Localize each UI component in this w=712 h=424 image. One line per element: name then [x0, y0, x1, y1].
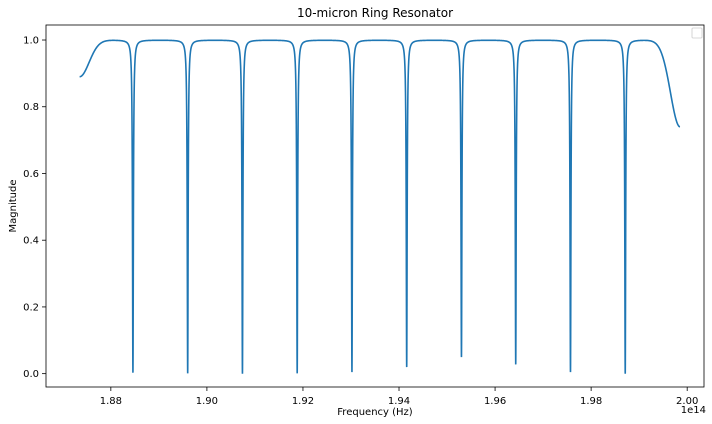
x-tick-label: 1.88 — [100, 396, 122, 407]
series-group — [79, 39, 681, 374]
x-tick-label: 1.92 — [292, 396, 314, 407]
x-axis: 1.88 1.90 1.92 1.94 1.96 1.98 2.00 — [100, 387, 698, 407]
y-tick-label: 0.2 — [23, 302, 39, 313]
y-tick-label: 1.0 — [23, 36, 39, 47]
series-line — [79, 39, 681, 374]
y-tick-label: 0.8 — [23, 102, 39, 113]
x-tick-label: 2.00 — [676, 396, 698, 407]
y-tick-label: 0.6 — [23, 169, 39, 180]
x-tick-label: 1.98 — [580, 396, 602, 407]
legend-box — [691, 27, 703, 39]
y-tick-label: 0.0 — [23, 369, 39, 380]
x-axis-offset-label: 1e14 — [681, 405, 706, 416]
plot-area — [45, 24, 705, 388]
y-axis: 0.0 0.2 0.4 0.6 0.8 1.0 — [23, 36, 46, 380]
chart-title: 10-micron Ring Resonator — [297, 6, 453, 20]
x-tick-label: 1.90 — [196, 396, 218, 407]
x-tick-label: 1.94 — [388, 396, 410, 407]
x-tick-label: 1.96 — [484, 396, 506, 407]
y-tick-label: 0.4 — [23, 236, 39, 247]
x-axis-title: Frequency (Hz) — [337, 407, 413, 418]
y-axis-title: Magnitude — [8, 180, 19, 233]
